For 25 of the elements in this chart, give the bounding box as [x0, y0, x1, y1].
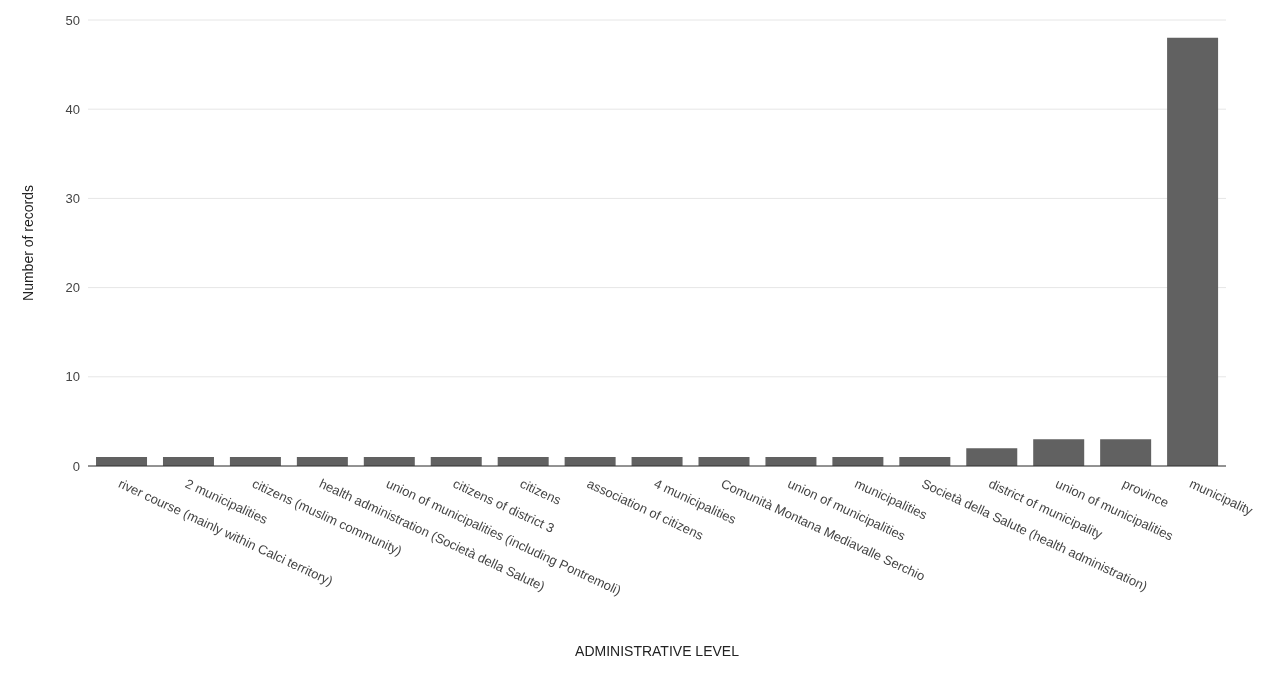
bar	[966, 448, 1018, 466]
bar	[497, 457, 549, 466]
bar	[296, 457, 348, 466]
x-axis-title: ADMINISTRATIVE LEVEL	[575, 643, 740, 659]
y-tick-label: 0	[72, 458, 80, 474]
bar	[1167, 37, 1219, 466]
bar	[832, 457, 884, 466]
bar	[1100, 439, 1152, 466]
bar	[899, 457, 951, 466]
bar	[698, 457, 750, 466]
y-tick-label: 10	[65, 369, 80, 385]
bar	[363, 457, 415, 466]
y-tick-label: 20	[65, 280, 80, 296]
bar	[430, 457, 482, 466]
bar	[564, 457, 616, 466]
bar	[631, 457, 683, 466]
y-tick-label: 30	[65, 191, 80, 207]
y-tick-label: 40	[65, 101, 80, 117]
bar	[96, 457, 148, 466]
y-tick-label: 50	[65, 12, 80, 28]
bar	[1033, 439, 1085, 466]
bar	[162, 457, 214, 466]
bar	[229, 457, 281, 466]
bar	[765, 457, 817, 466]
y-axis-title: Number of records	[19, 185, 36, 301]
